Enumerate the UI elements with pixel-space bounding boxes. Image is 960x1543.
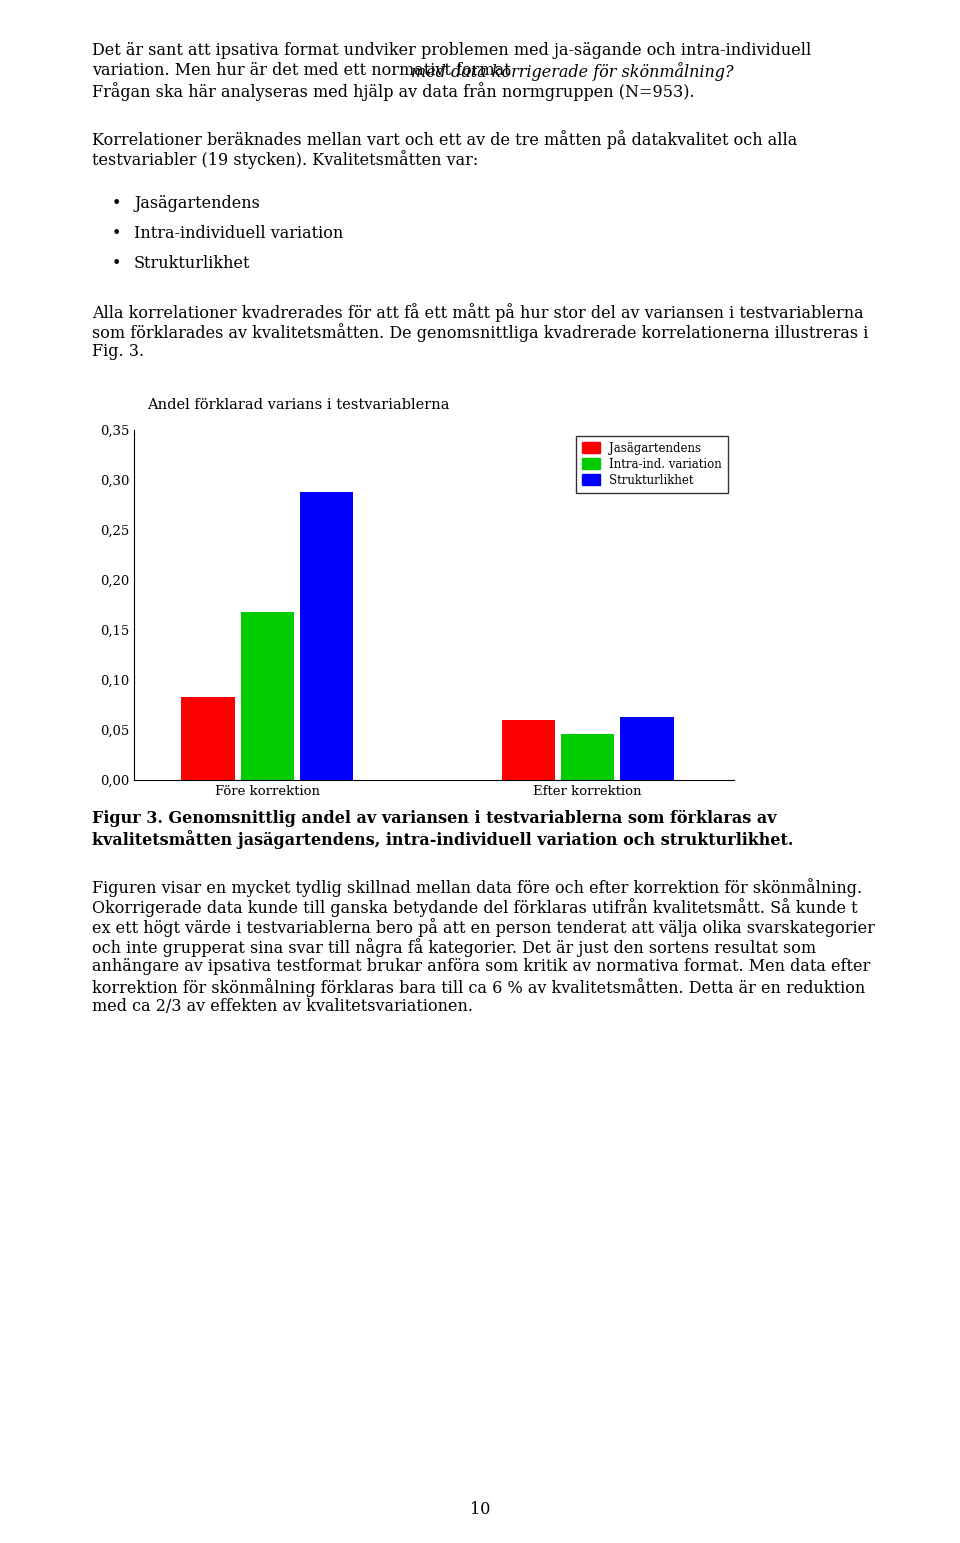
Text: och inte grupperat sina svar till några få kategorier. Det är just den sortens r: och inte grupperat sina svar till några … [92,938,816,957]
Text: Okorrigerade data kunde till ganska betydande del förklaras utifrån kvalitetsmåt: Okorrigerade data kunde till ganska bety… [92,898,857,917]
Text: •: • [112,194,121,211]
Bar [501,721,555,781]
Text: med ca 2/3 av effekten av kvalitetsvariationen.: med ca 2/3 av effekten av kvalitetsvaria… [92,998,473,1015]
Bar [181,697,235,781]
Text: Strukturlikhet: Strukturlikhet [134,255,251,272]
Text: Jasägartendens: Jasägartendens [134,194,260,211]
Text: kvalitetsmåtten jasägartendens, intra-individuell variation och strukturlikhet.: kvalitetsmåtten jasägartendens, intra-in… [92,830,793,849]
Text: med data korrigerade för skönmålning?: med data korrigerade för skönmålning? [411,62,733,80]
Text: korrektion för skönmålning förklaras bara till ca 6 % av kvalitetsmåtten. Detta : korrektion för skönmålning förklaras bar… [92,978,865,997]
Text: variation. Men hur är det med ett normativt format: variation. Men hur är det med ett normat… [92,62,516,79]
Bar [620,717,674,781]
Text: anhängare av ipsativa testformat brukar anföra som kritik av normativa format. M: anhängare av ipsativa testformat brukar … [92,958,871,975]
Text: ex ett högt värde i testvariablerna bero på att en person tenderat att välja oli: ex ett högt värde i testvariablerna bero… [92,918,875,937]
Legend: Jasägartendens, Intra-ind. variation, Strukturlikhet: Jasägartendens, Intra-ind. variation, St… [576,437,728,492]
Text: Fig. 3.: Fig. 3. [92,343,144,360]
Bar [241,613,294,781]
Text: •: • [112,255,121,272]
Text: Figuren visar en mycket tydlig skillnad mellan data före och efter korrektion fö: Figuren visar en mycket tydlig skillnad … [92,878,862,896]
Text: testvariabler (19 stycken). Kvalitetsmåtten var:: testvariabler (19 stycken). Kvalitetsmåt… [92,150,478,168]
Text: 10: 10 [469,1501,491,1518]
Text: Alla korrelationer kvadrerades för att få ett mått på hur stor del av variansen : Alla korrelationer kvadrerades för att f… [92,302,864,322]
Text: •: • [112,225,121,242]
Text: Frågan ska här analyseras med hjälp av data från normgruppen (N=953).: Frågan ska här analyseras med hjälp av d… [92,82,695,100]
Bar [300,492,353,781]
Text: som förklarades av kvalitetsmåtten. De genomsnittliga kvadrerade korrelationerna: som förklarades av kvalitetsmåtten. De g… [92,322,869,343]
Text: Det är sant att ipsativa format undviker problemen med ja-sägande och intra-indi: Det är sant att ipsativa format undviker… [92,42,811,59]
Text: Intra-individuell variation: Intra-individuell variation [134,225,344,242]
Text: Figur 3. Genomsnittlig andel av variansen i testvariablerna som förklaras av: Figur 3. Genomsnittlig andel av varianse… [92,810,777,827]
Text: Korrelationer beräknades mellan vart och ett av de tre måtten på datakvalitet oc: Korrelationer beräknades mellan vart och… [92,130,797,150]
Text: Andel förklarad varians i testvariablerna: Andel förklarad varians i testvariablern… [147,398,449,412]
Bar [561,734,614,781]
